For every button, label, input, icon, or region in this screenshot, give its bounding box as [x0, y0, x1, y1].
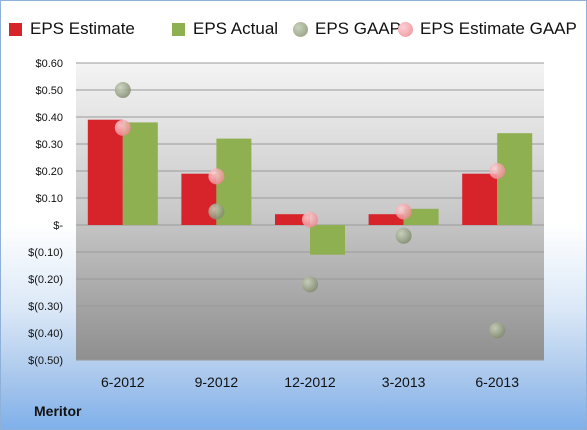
y-tick-label: $(0.10)	[28, 247, 63, 259]
marker-eps-estimate-gaap	[208, 168, 225, 185]
legend-label: EPS Estimate GAAP	[420, 19, 577, 38]
legend-marker-eps-estimate-gaap	[398, 21, 413, 37]
bar-eps-estimate	[462, 173, 498, 225]
y-tick-label: $(0.40)	[28, 328, 63, 340]
bar-eps-estimate	[368, 214, 404, 225]
y-tick-label: $0.40	[35, 112, 63, 124]
marker-eps-estimate-gaap	[302, 211, 318, 228]
x-tick-label: 9-2012	[195, 374, 239, 390]
y-tick-label: $0.60	[35, 58, 63, 70]
marker-eps-gaap	[489, 322, 506, 339]
marker-eps-estimate-gaap	[114, 119, 131, 136]
legend-item-eps-estimate: EPS Estimate	[9, 17, 135, 41]
y-tick-label: $0.50	[35, 85, 63, 97]
marker-eps-gaap	[114, 82, 131, 98]
legend: EPS Estimate EPS Actual EPS GAAP EPS Est…	[1, 17, 586, 41]
markers	[114, 82, 506, 339]
y-tick-label: $0.20	[35, 166, 63, 178]
legend-swatch-eps-actual	[172, 22, 185, 36]
y-axis: $0.60 $0.50 $0.40 $0.30 $0.20 $0.10 $- $(0.10) $…	[28, 58, 63, 367]
marker-eps-estimate-gaap	[489, 163, 506, 179]
legend-label: EPS Actual	[193, 19, 279, 38]
y-tick-label: $0.30	[35, 139, 63, 151]
bar-eps-estimate	[87, 119, 123, 225]
chart-plot: $0.60 $0.50 $0.40 $0.30 $0.20 $0.10 $- $(0.10) $…	[28, 58, 544, 390]
bar-eps-actual	[497, 133, 533, 225]
x-axis: 6-2012 9-2012 12-2012 3-2013 6-2013	[101, 374, 519, 390]
bar-eps-actual	[403, 208, 439, 225]
legend-item-eps-gaap: EPS GAAP	[293, 17, 401, 41]
legend-label: EPS GAAP	[315, 19, 401, 38]
marker-eps-gaap	[208, 203, 225, 220]
y-tick-label: $-	[53, 220, 63, 232]
legend-item-eps-actual: EPS Actual	[172, 17, 278, 41]
x-tick-label: 6-2012	[101, 374, 145, 390]
bar-eps-estimate	[275, 214, 310, 225]
legend-item-eps-estimate-gaap: EPS Estimate GAAP	[398, 17, 577, 41]
bar-eps-actual	[310, 225, 345, 255]
legend-marker-eps-gaap	[293, 21, 308, 37]
bar-eps-actual	[122, 122, 158, 225]
x-tick-label: 12-2012	[284, 374, 336, 390]
y-tick-label: $0.10	[35, 193, 63, 205]
y-tick-label: $(0.20)	[28, 274, 63, 286]
legend-swatch-eps-estimate	[9, 22, 22, 36]
y-tick-label: $(0.50)	[28, 355, 63, 367]
marker-eps-gaap	[302, 276, 318, 293]
marker-eps-estimate-gaap	[395, 203, 412, 220]
company-name: Meritor	[34, 403, 82, 419]
y-tick-label: $(0.30)	[28, 301, 63, 313]
x-tick-label: 6-2013	[475, 374, 519, 390]
legend-label: EPS Estimate	[30, 19, 135, 38]
marker-eps-gaap	[395, 227, 412, 244]
x-tick-label: 3-2013	[382, 374, 426, 390]
